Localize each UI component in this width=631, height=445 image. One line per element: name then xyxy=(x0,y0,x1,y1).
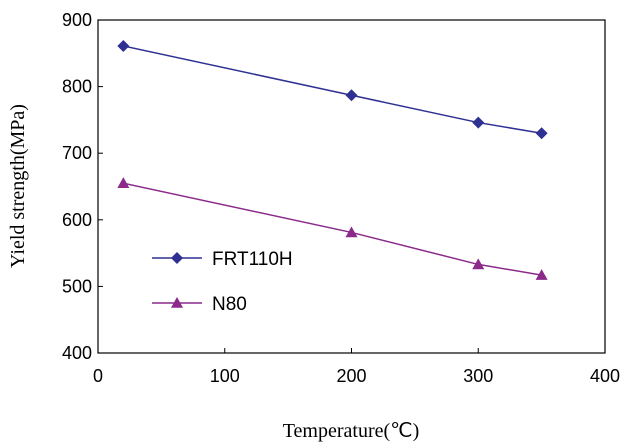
y-tick-label: 600 xyxy=(62,210,92,230)
data-point xyxy=(535,127,548,140)
x-tick-label: 200 xyxy=(336,366,366,386)
legend: FRT110H N80 xyxy=(152,249,293,315)
data-point xyxy=(472,116,485,129)
legend-label: N80 xyxy=(212,294,247,315)
y-tick-labels: 400 500 600 700 800 900 xyxy=(62,10,92,363)
y-tick-label: 500 xyxy=(62,276,92,296)
x-tick-label: 0 xyxy=(93,366,103,386)
y-tick-label: 800 xyxy=(62,77,92,97)
y-tick-label: 900 xyxy=(62,10,92,30)
axis-ticks xyxy=(97,19,606,354)
x-tick-label: 300 xyxy=(463,366,493,386)
data-point xyxy=(345,226,358,238)
series-n80 xyxy=(117,177,548,280)
y-tick-label: 400 xyxy=(62,343,92,363)
legend-item: N80 xyxy=(152,294,247,315)
x-tick-label: 400 xyxy=(590,366,620,386)
data-point xyxy=(117,177,130,188)
data-point xyxy=(117,39,130,52)
x-tick-label: 100 xyxy=(210,366,240,386)
legend-marker xyxy=(171,252,183,264)
data-point xyxy=(472,258,485,270)
data-point xyxy=(345,89,358,102)
legend-marker xyxy=(171,297,183,308)
x-axis-title: Temperature(℃) xyxy=(283,420,420,442)
legend-item: FRT110H xyxy=(152,249,293,270)
series-frt110h xyxy=(117,39,548,140)
x-tick-labels: 0 100 200 300 400 xyxy=(93,366,620,386)
series-layer xyxy=(117,39,548,280)
y-axis-title: Yield strength(MPa) xyxy=(7,104,29,268)
series-line xyxy=(123,45,542,134)
legend-label: FRT110H xyxy=(212,249,293,270)
data-point xyxy=(535,269,548,280)
series-line xyxy=(123,182,542,276)
plot-area xyxy=(97,19,606,354)
y-tick-label: 700 xyxy=(62,143,92,163)
